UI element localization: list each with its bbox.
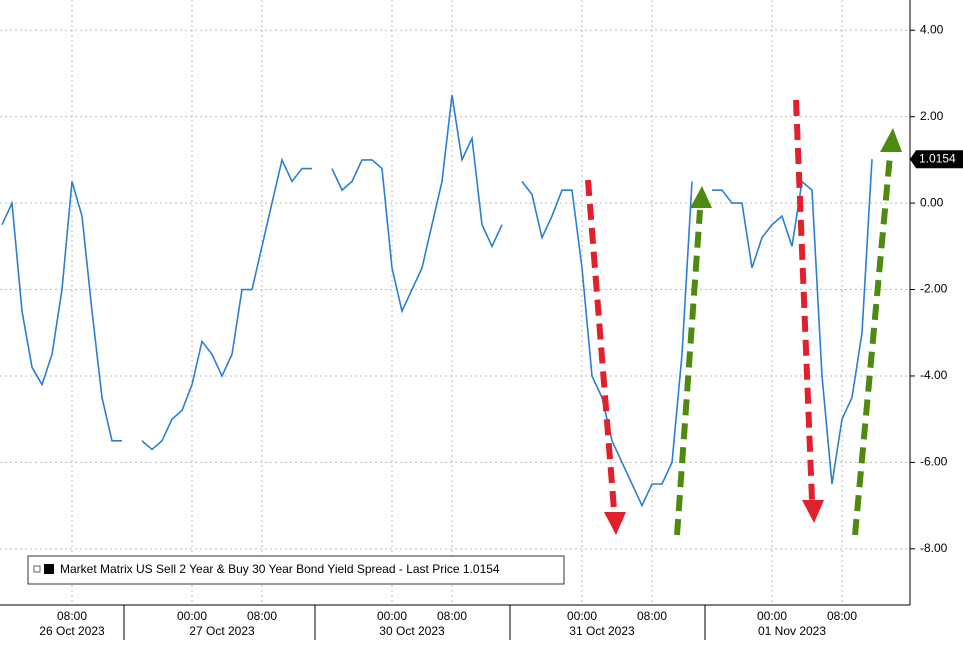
x-tick-label: 08:00: [637, 609, 667, 623]
series-line: [1, 94, 873, 508]
date-separators: [123, 605, 706, 640]
x-tick-label: 08:00: [827, 609, 857, 623]
annotations: [585, 99, 902, 536]
x-tick-label: 00:00: [177, 609, 207, 623]
x-date-label: 26 Oct 2023: [39, 624, 105, 638]
y-tick-label: -2.00: [920, 282, 948, 296]
x-tick-label: 08:00: [57, 609, 87, 623]
y-tick-label: 2.00: [920, 109, 944, 123]
x-date-label: 27 Oct 2023: [189, 624, 255, 638]
y-tick-label: -4.00: [920, 368, 948, 382]
last-price-label: 1.0154: [919, 151, 956, 165]
x-date-label: 01 Nov 2023: [758, 624, 826, 638]
legend-label: Market Matrix US Sell 2 Year & Buy 30 Ye…: [60, 562, 500, 576]
legend: Market Matrix US Sell 2 Year & Buy 30 Ye…: [27, 555, 565, 585]
y-tick-label: 4.00: [920, 22, 944, 36]
x-tick-label: 00:00: [377, 609, 407, 623]
x-tick-label: 08:00: [437, 609, 467, 623]
y-tick-label: -6.00: [920, 455, 948, 469]
last-price-tag: [910, 150, 963, 169]
x-date-label: 31 Oct 2023: [569, 624, 635, 638]
x-tick-label: 08:00: [247, 609, 277, 623]
x-date-label: 30 Oct 2023: [379, 624, 445, 638]
x-tick-label: 00:00: [757, 609, 787, 623]
y-tick-label: -8.00: [920, 541, 948, 555]
y-tick-label: 0.00: [920, 195, 944, 209]
x-tick-label: 00:00: [567, 609, 597, 623]
